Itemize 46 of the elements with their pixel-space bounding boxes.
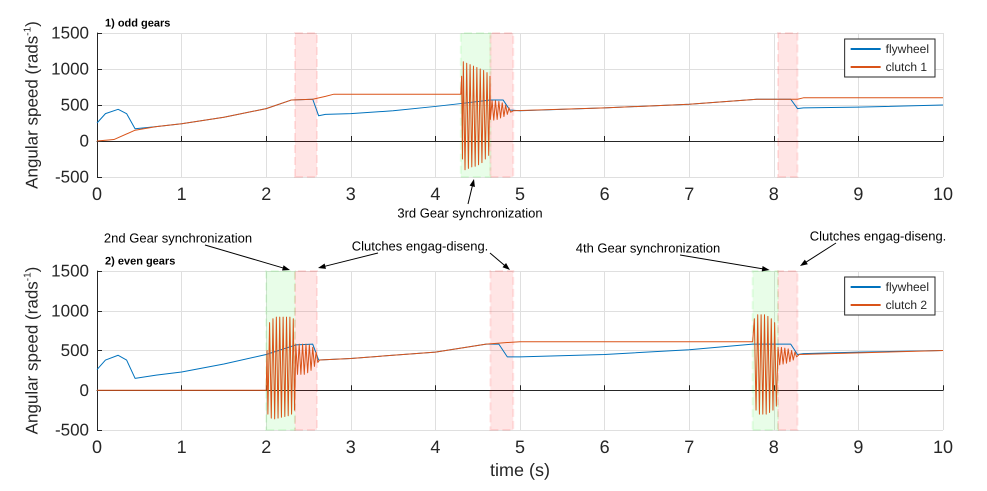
legend-label: clutch 2 <box>886 298 928 312</box>
x-tick-label: 3 <box>346 437 356 457</box>
legend-label: flywheel <box>886 42 930 56</box>
text: 2nd Gear synchronization <box>104 230 252 246</box>
x-tick-label: 6 <box>600 184 610 204</box>
y-tick-label: -500 <box>54 168 89 186</box>
y-tick-label: 1500 <box>51 262 89 280</box>
y-tick-label: 500 <box>60 96 89 114</box>
x-tick-label: 9 <box>853 437 864 457</box>
x-axis-title: time (s) <box>490 460 550 480</box>
x-tick-label: 10 <box>932 437 954 457</box>
x-tick-label: 7 <box>684 437 694 457</box>
text: 3rd Gear synchronization <box>397 206 543 220</box>
x-tick-label: 7 <box>684 184 694 204</box>
x-tick-label: 1 <box>176 437 187 457</box>
y-axis-title: Angular speed (rads-1) <box>22 266 42 434</box>
line-series <box>96 314 944 420</box>
y-tick-label: 500 <box>60 341 89 360</box>
chart-title: 1) odd gears <box>105 18 170 30</box>
x-tick-label: 10 <box>932 184 954 204</box>
y-tick-label: 1000 <box>51 60 89 78</box>
x-tick-label: 5 <box>514 437 526 457</box>
y-tick-label: 1000 <box>51 301 89 320</box>
y-tick-label: 0 <box>80 380 89 400</box>
y-tick-label: 0 <box>80 132 89 150</box>
annotation: 4th Gear synchronization <box>576 240 720 256</box>
y-tick-label: 1500 <box>51 24 89 42</box>
text: Clutches engag-diseng. <box>352 238 488 254</box>
chart-title: 2) even gears <box>105 256 176 268</box>
x-tick-label: 8 <box>768 184 779 204</box>
x-tick-label: 2 <box>261 437 272 457</box>
y-tick-label: -500 <box>54 420 89 440</box>
x-tick-label: 1 <box>176 184 187 204</box>
x-tick-label: 8 <box>768 437 779 457</box>
y-axis-title: Angular speed (rads-1) <box>22 21 42 189</box>
x-tick-label: 3 <box>346 184 356 204</box>
x-tick-label: 6 <box>600 437 610 457</box>
x-tick-label: 2 <box>261 184 272 204</box>
legend-label: flywheel <box>886 280 930 294</box>
line-series <box>96 61 944 170</box>
x-tick-label: 5 <box>514 184 526 204</box>
x-tick-label: 9 <box>853 184 864 204</box>
x-tick-label: 4 <box>430 437 440 457</box>
text: Clutches engag-diseng. <box>810 228 946 244</box>
legend-label: clutch 1 <box>886 60 928 74</box>
x-tick-label: 4 <box>430 184 440 204</box>
